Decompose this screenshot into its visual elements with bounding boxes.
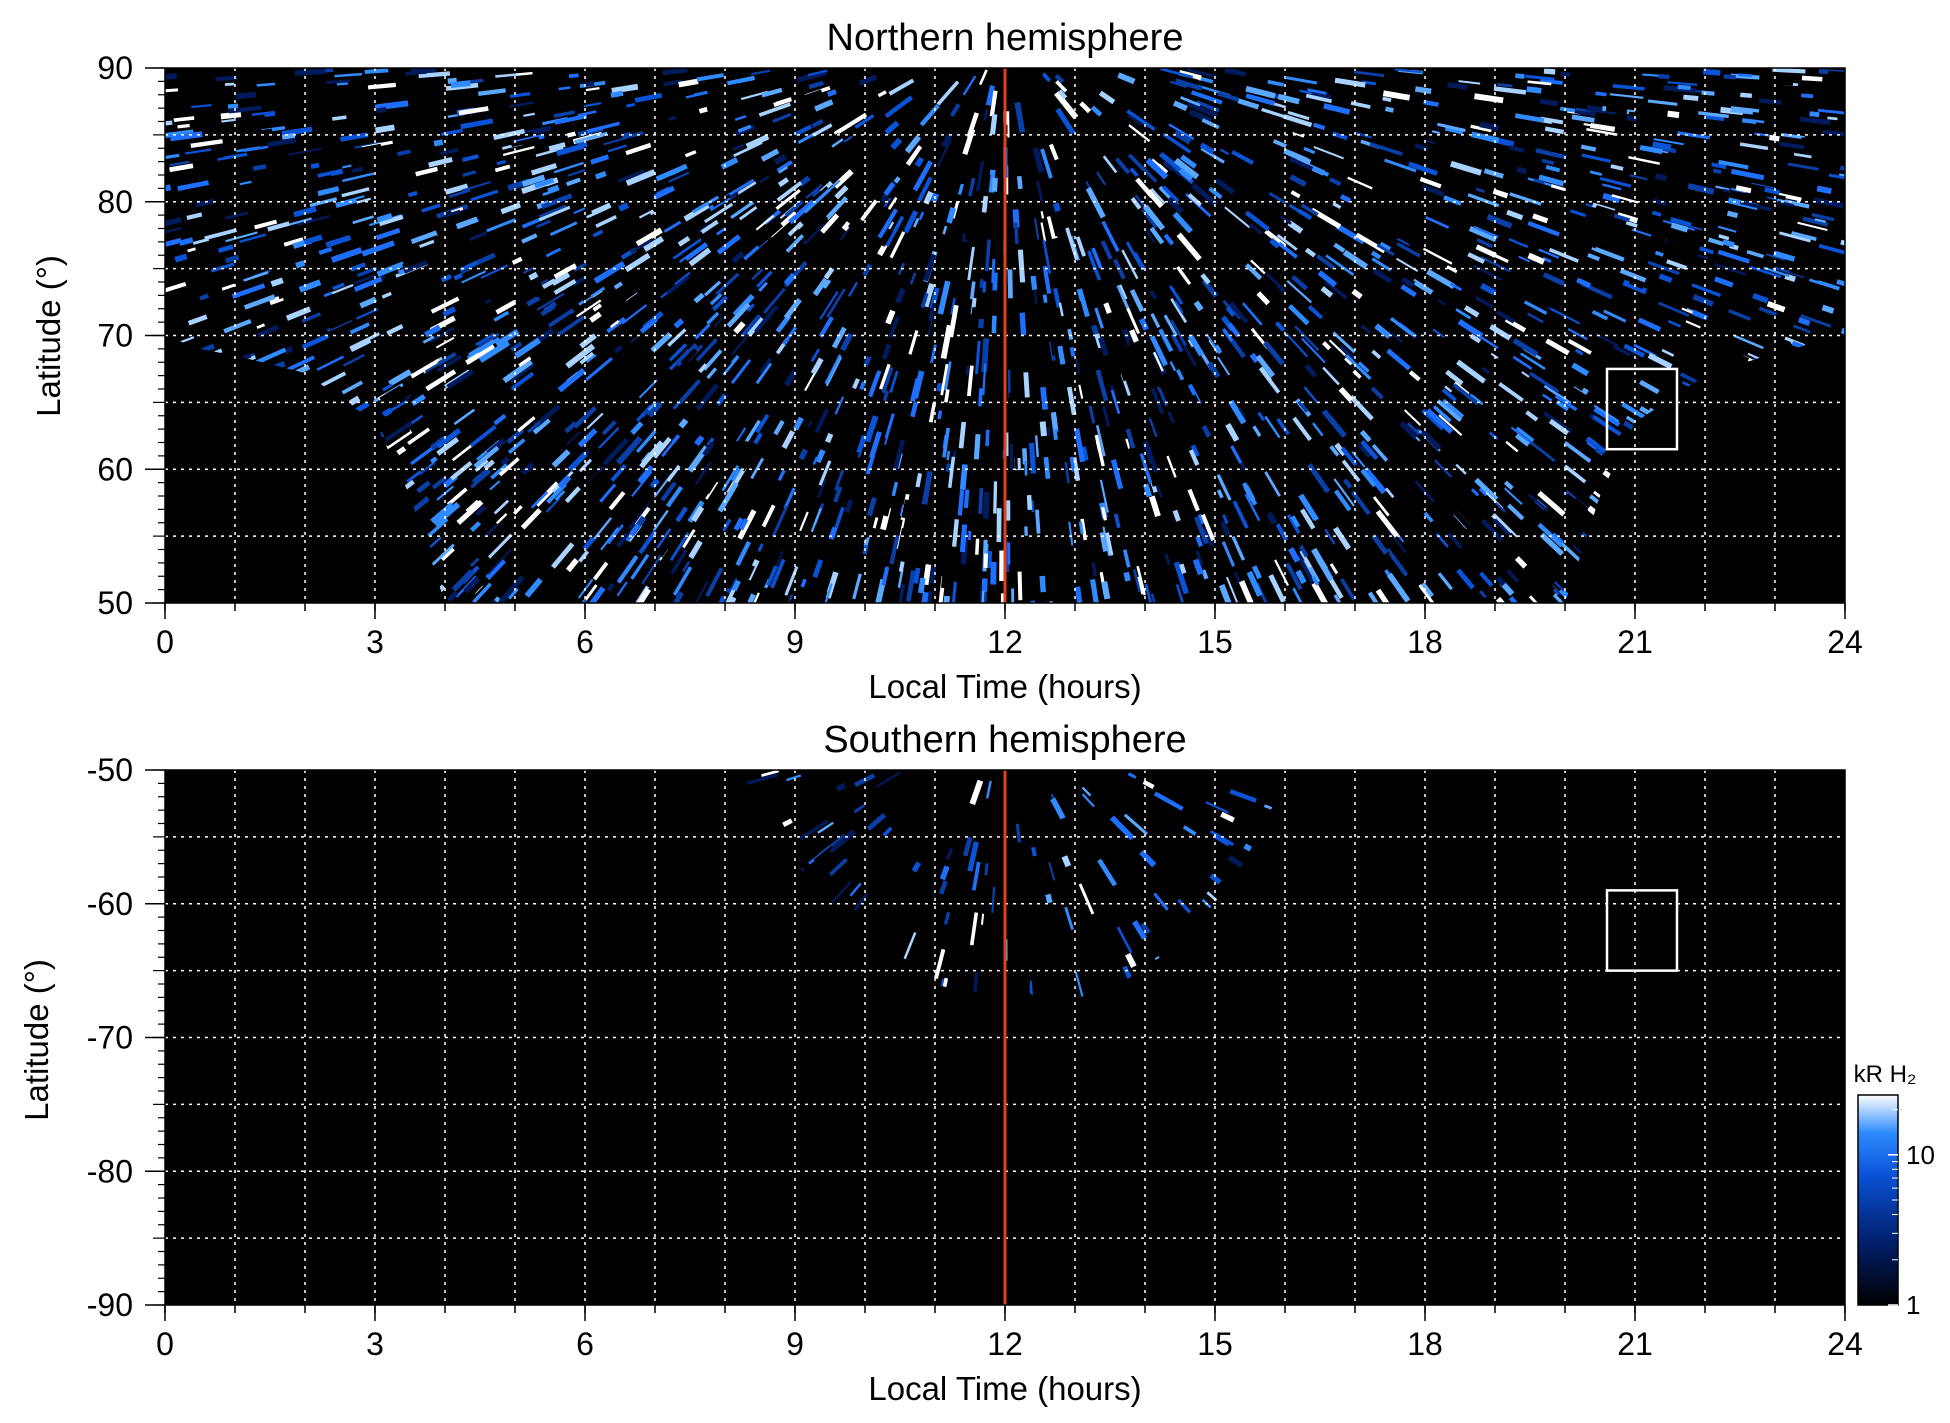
x-tick-label: 15 — [1197, 624, 1233, 660]
northern-hemisphere-panel: Northern hemisphere 0 3 6 9 12 15 18 21 24 50 60 70… — [30, 17, 1863, 705]
x-tick-label: 12 — [987, 1326, 1023, 1362]
x-axis-label: Local Time (hours) — [868, 668, 1141, 705]
axes: 0 3 6 9 12 15 18 21 24 50 60 70 80 90 — [97, 50, 1862, 660]
y-tick-label: -80 — [87, 1153, 133, 1189]
x-tick-label: 9 — [786, 624, 804, 660]
y-tick-label: 80 — [97, 184, 133, 220]
x-tick-label: 3 — [366, 1326, 384, 1362]
x-tick-label: 21 — [1617, 1326, 1653, 1362]
region-box — [1605, 889, 1679, 972]
x-tick-label: 18 — [1407, 1326, 1443, 1362]
x-tick-label: 24 — [1827, 624, 1863, 660]
y-tick-label: 60 — [97, 451, 133, 487]
panel-title: Southern hemisphere — [823, 719, 1186, 761]
x-tick-label: 12 — [987, 624, 1023, 660]
y-tick-label: 90 — [97, 50, 133, 86]
x-tick-label: 3 — [366, 624, 384, 660]
x-tick-label: 0 — [156, 1326, 174, 1362]
y-tick-label: -60 — [87, 886, 133, 922]
y-axis-label: Latitude (°) — [30, 255, 67, 417]
y-tick-label: 50 — [97, 585, 133, 621]
x-tick-label: 6 — [576, 624, 594, 660]
axes: 0 3 6 9 12 15 18 21 24 -90 -80 -70 -60 -50 — [87, 752, 1863, 1362]
y-axis-label: Latitude (°) — [18, 959, 55, 1121]
x-tick-label: 9 — [786, 1326, 804, 1362]
region-box — [1605, 367, 1679, 451]
colorbar-ticks: 1 10 — [1888, 1109, 1935, 1320]
colorbar-gradient — [1857, 1094, 1899, 1306]
colorbar-tick-label: 10 — [1906, 1140, 1935, 1170]
y-tick-label: -50 — [87, 752, 133, 788]
y-tick-label: 70 — [97, 318, 133, 354]
x-tick-label: 24 — [1827, 1326, 1863, 1362]
y-tick-label: -90 — [87, 1287, 133, 1323]
x-axis-label: Local Time (hours) — [868, 1370, 1141, 1407]
x-tick-label: 0 — [156, 624, 174, 660]
y-tick-label: -70 — [87, 1020, 133, 1056]
x-tick-label: 21 — [1617, 624, 1653, 660]
southern-hemisphere-panel: Southern hemisphere 0 3 6 9 12 15 18 21 24 -90 -80… — [18, 719, 1863, 1407]
x-tick-label: 18 — [1407, 624, 1443, 660]
colorbar-tick-label: 1 — [1906, 1290, 1920, 1320]
panel-title: Northern hemisphere — [827, 17, 1184, 59]
colorbar-label: kR H₂ — [1854, 1061, 1917, 1088]
x-tick-label: 15 — [1197, 1326, 1233, 1362]
colorbar: kR H₂ 1 10 — [1854, 1061, 1935, 1320]
x-tick-label: 6 — [576, 1326, 594, 1362]
